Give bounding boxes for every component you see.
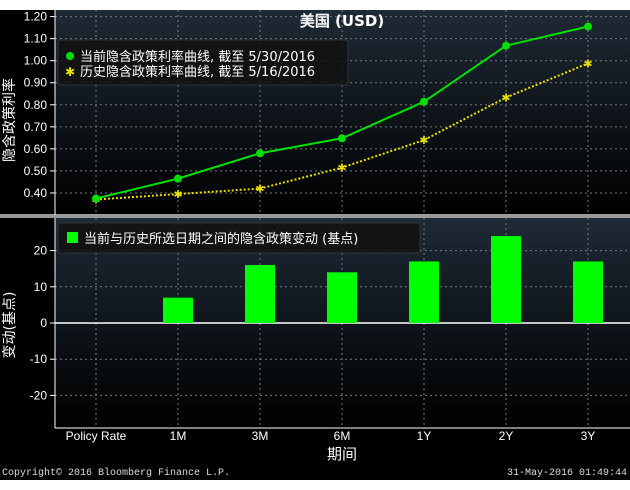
x-tick-label: 2Y — [499, 429, 514, 443]
bottom-y-tick-label: -20 — [30, 388, 48, 402]
bar — [491, 236, 521, 323]
top-y-tick-label: 0.80 — [24, 98, 48, 112]
top-y-tick-label: 0.40 — [24, 186, 48, 200]
current-point — [174, 174, 182, 183]
bar — [163, 297, 193, 323]
top-y-tick-label: 1.20 — [24, 10, 48, 24]
historical-point: ✱ — [337, 162, 346, 175]
bottom-legend: 当前与历史所选日期之间的隐含政策变动 (基点) — [57, 222, 421, 254]
bottom-y-tick-label: 20 — [34, 244, 48, 258]
legend-star-marker: ✱ — [65, 65, 75, 79]
chart-title: 美国 (USD) — [300, 12, 384, 30]
x-tick-label: Policy Rate — [66, 429, 127, 443]
bar — [409, 261, 439, 323]
bottom-y-tick-label: 10 — [34, 280, 48, 294]
panel-divider — [0, 214, 630, 218]
bloomberg-chart: Policy Rate 1M 3M 6M 1Y 2Y 3Y 0.40 0.50 0.60 0.70 0… — [0, 10, 630, 480]
x-tick-label: 6M — [334, 429, 351, 443]
legend-change: 当前与历史所选日期之间的隐含政策变动 (基点) — [84, 231, 358, 247]
timestamp: 31-May-2016 01:49:44 — [507, 468, 627, 479]
bar — [573, 261, 603, 323]
historical-point: ✱ — [501, 92, 510, 105]
current-point — [256, 149, 264, 158]
top-legend: 当前隐含政策利率曲线, 截至 5/30/2016 ✱ 历史隐含政策利率曲线, 截… — [57, 39, 349, 86]
top-y-axis-label: 隐含政策利率 — [1, 78, 18, 162]
x-tick-label: 1Y — [417, 429, 432, 443]
bottom-y-tick-label: -10 — [30, 352, 48, 366]
current-point — [420, 97, 428, 106]
copyright: Copyright© 2016 Bloomberg Finance L.P. — [2, 467, 230, 479]
current-point — [92, 194, 100, 203]
historical-point: ✱ — [583, 57, 592, 70]
legend-circle-marker — [66, 52, 74, 60]
series-line-historical — [95, 62, 589, 201]
current-point — [584, 22, 592, 31]
bar — [245, 265, 275, 323]
x-tick-label: 3Y — [581, 429, 596, 443]
historical-point: ✱ — [255, 183, 264, 196]
top-y-tick-label: 0.90 — [24, 76, 48, 90]
historical-point: ✱ — [173, 188, 182, 201]
bottom-y-axis-label: 变动(基点) — [1, 292, 18, 359]
x-axis-label: 期间 — [327, 445, 357, 463]
chart-svg: Policy Rate 1M 3M 6M 1Y 2Y 3Y 0.40 0.50 0.60 0.70 0… — [0, 10, 630, 479]
bottom-y-tick-label: 0 — [40, 316, 47, 330]
top-y-tick-label: 0.50 — [24, 164, 48, 178]
top-y-tick-label: 1.10 — [24, 32, 48, 46]
x-tick-label: 1M — [170, 429, 187, 443]
top-y-tick-label: 1.00 — [24, 54, 48, 68]
legend-current: 当前隐含政策利率曲线, 截至 5/30/2016 — [80, 49, 315, 65]
legend-historical: 历史隐含政策利率曲线, 截至 5/16/2016 — [80, 64, 315, 80]
historical-point: ✱ — [419, 134, 428, 147]
current-point — [338, 134, 346, 143]
current-point — [502, 41, 510, 50]
x-tick-label: 3M — [252, 429, 269, 443]
top-y-tick-label: 0.60 — [24, 142, 48, 156]
top-y-tick-label: 0.70 — [24, 120, 48, 134]
bar — [327, 272, 357, 323]
legend-bar-marker — [67, 232, 78, 243]
